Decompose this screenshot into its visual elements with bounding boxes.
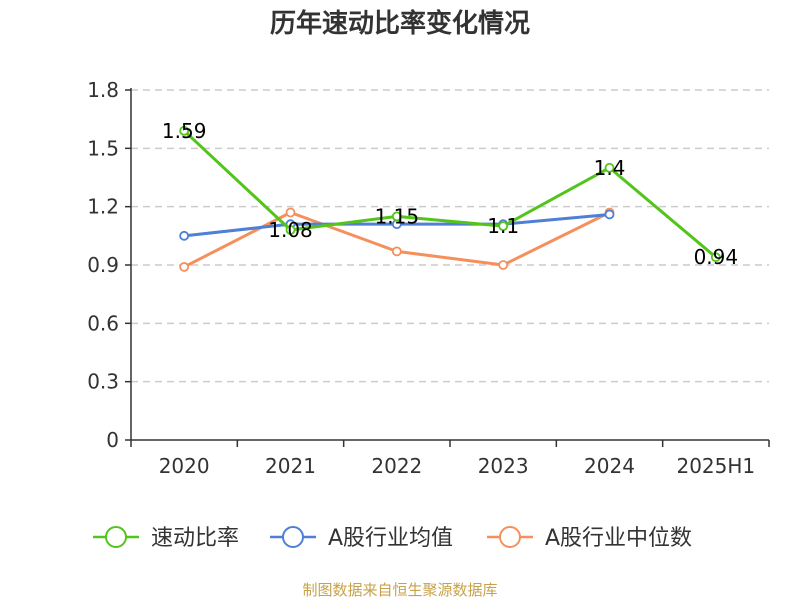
data-point[interactable]: [179, 262, 190, 272]
data-label: 1.4: [594, 156, 626, 180]
data-point[interactable]: [604, 209, 615, 220]
data-label: 0.94: [694, 245, 739, 269]
legend-item[interactable]: A股行业均值: [270, 526, 453, 551]
data-point[interactable]: [179, 125, 190, 136]
data-point[interactable]: [498, 260, 509, 270]
legend-item[interactable]: 速动比率: [93, 526, 239, 551]
legend-label: 速动比率: [151, 526, 239, 551]
legend-marker: [282, 526, 304, 548]
x-tick-label: 2023: [478, 454, 529, 478]
data-label: 1.08: [268, 218, 313, 242]
y-tick-label: 0.6: [87, 311, 119, 335]
x-tick-label: 2024: [584, 454, 635, 478]
x-tick-label: 2025H1: [676, 454, 755, 478]
x-tick-label: 2022: [371, 454, 422, 478]
y-tick-label: 0.9: [87, 253, 119, 277]
y-tick-label: 1.5: [87, 136, 119, 160]
legend: 速动比率 A股行业均值 A股行业中位数: [93, 526, 692, 551]
chart-title: 历年速动比率变化情况: [270, 8, 530, 39]
y-tick-label: 0: [106, 428, 119, 452]
source-note: 制图数据来自恒生聚源数据库: [302, 581, 497, 599]
x-tick-label: 2020: [159, 454, 210, 478]
legend-label: A股行业均值: [328, 526, 453, 551]
data-label: 1.59: [162, 119, 207, 143]
legend-marker: [499, 526, 521, 548]
data-point[interactable]: [391, 211, 402, 222]
legend-label: A股行业中位数: [545, 526, 692, 551]
data-label: 1.1: [487, 214, 519, 238]
axes: 0 0.3 0.6 0.9 1.2 1.5 1.8 2020 2021 2022 2023 2024 2…: [87, 78, 770, 478]
data-point[interactable]: [285, 207, 296, 218]
y-tick-label: 0.3: [87, 370, 119, 394]
grid-lines: [131, 89, 769, 383]
data-point[interactable]: [285, 225, 296, 235]
legend-item[interactable]: A股行业中位数: [487, 526, 692, 551]
legend-marker: [105, 526, 127, 548]
x-tick-label: 2021: [265, 454, 316, 478]
data-point[interactable]: [498, 221, 509, 232]
data-labels: 1.59 1.08 1.15 1.1 1.4 0.94: [162, 119, 738, 269]
series-line: [183, 129, 717, 259]
y-tick-label: 1.2: [87, 195, 119, 219]
data-point[interactable]: [604, 162, 615, 173]
data-point[interactable]: [710, 252, 721, 263]
series-group: [179, 125, 721, 272]
y-tick-label: 1.8: [87, 78, 119, 102]
data-label: 1.15: [375, 204, 420, 228]
data-point[interactable]: [179, 230, 190, 241]
data-point[interactable]: [391, 246, 402, 257]
